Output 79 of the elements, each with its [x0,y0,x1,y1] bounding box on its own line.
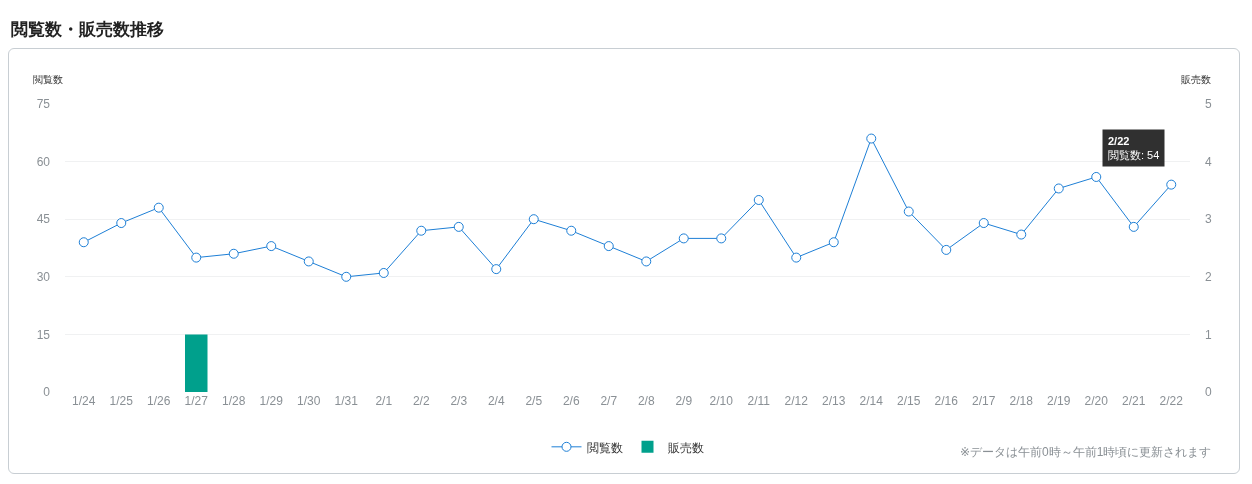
chart-title: 閲覧数・販売数推移 [11,20,164,39]
x-tick-label: 1/27 [184,394,209,408]
point [378,267,389,278]
x-tick-label: 2/16 [934,394,959,408]
point [153,202,164,213]
x-tick-label: 2/10 [709,394,734,408]
text: ※データは午前0時～午前1時頃に更新されます [960,445,1212,459]
point [228,248,239,259]
point [716,233,727,244]
point [78,237,89,248]
x-tick-label: 2/9 [675,394,693,408]
point [191,252,202,263]
x-tick-label: 2/3 [450,394,468,408]
annotation: 2/22 閲覧数: 54 [1108,135,1160,162]
point [791,252,802,263]
y2-axis-title: 販売数 [1181,74,1211,85]
x-tick-label: 2/20 [1084,394,1109,408]
x-tick-label: 2/18 [1009,394,1034,408]
point [1091,171,1102,182]
x-tick-label: 1/24 [72,394,96,408]
x-tick-label: 1/26 [147,394,171,408]
x-tick-label: 2/12 [784,394,809,408]
x-tick-label: 2/5 [525,394,543,408]
x-tick-label: 2/13 [822,394,846,408]
point [1016,229,1027,240]
x-tick-label: 2/15 [897,394,921,408]
x-tick-label: 1/28 [222,394,246,408]
point [903,206,914,217]
x-tick-label: 2/6 [562,394,580,408]
x-tick-label: 2/1 [375,394,393,408]
point [266,241,277,252]
x-tick-label: 2/14 [859,394,884,408]
point [828,237,839,248]
y-tick-label: 75 [36,97,51,112]
y-tick-label: 45 [36,212,51,227]
point [303,256,314,267]
point [941,244,952,255]
x-tick-label: 1/29 [259,394,284,408]
y-tick-label: 30 [36,270,51,284]
x-tick-label: 2/11 [747,394,771,408]
point [641,256,652,267]
y2-tick-label: 2 [1205,270,1212,284]
y-tick-label: 0 [43,385,51,400]
point [341,271,352,282]
y-tick-label: 15 [36,327,51,342]
legend-label: 販売数 [667,440,704,455]
point [753,195,764,205]
point [491,264,502,275]
y-axis-title: 閲覧数 [33,74,63,85]
point [603,241,614,252]
x-tick-label: 2/7 [600,394,618,408]
x-tick-label: 2/17 [972,394,996,408]
x-tick-label: 2/8 [637,394,655,408]
point [453,221,464,232]
x-tick-label: 2/21 [1122,394,1146,408]
point [116,218,127,229]
x-tick-label: 2/2 [412,394,430,408]
y-tick-label: 60 [36,154,51,169]
point [566,225,577,236]
y2-tick-label: 4 [1205,154,1212,169]
y2-tick-label: 3 [1205,212,1212,227]
x-tick-label: 2/19 [1047,394,1071,408]
point [1166,179,1177,190]
legend-label: 閲覧数 [586,440,623,455]
x-tick-label: 1/31 [334,394,359,408]
y2-tick-label: 1 [1205,327,1212,342]
x-tick-label: 1/25 [109,394,134,408]
point [678,233,689,244]
x-tick-label: 1/30 [297,394,321,408]
point [866,133,877,144]
point [416,225,427,236]
x-tick-label: 2/4 [487,394,505,408]
point [528,214,539,225]
x-tick-label: 2/22 [1159,394,1184,408]
point [1128,221,1139,232]
y2-tick-label: 5 [1205,97,1212,112]
point [1053,183,1064,194]
y2-tick-label: 0 [1205,385,1212,400]
point [978,218,989,229]
